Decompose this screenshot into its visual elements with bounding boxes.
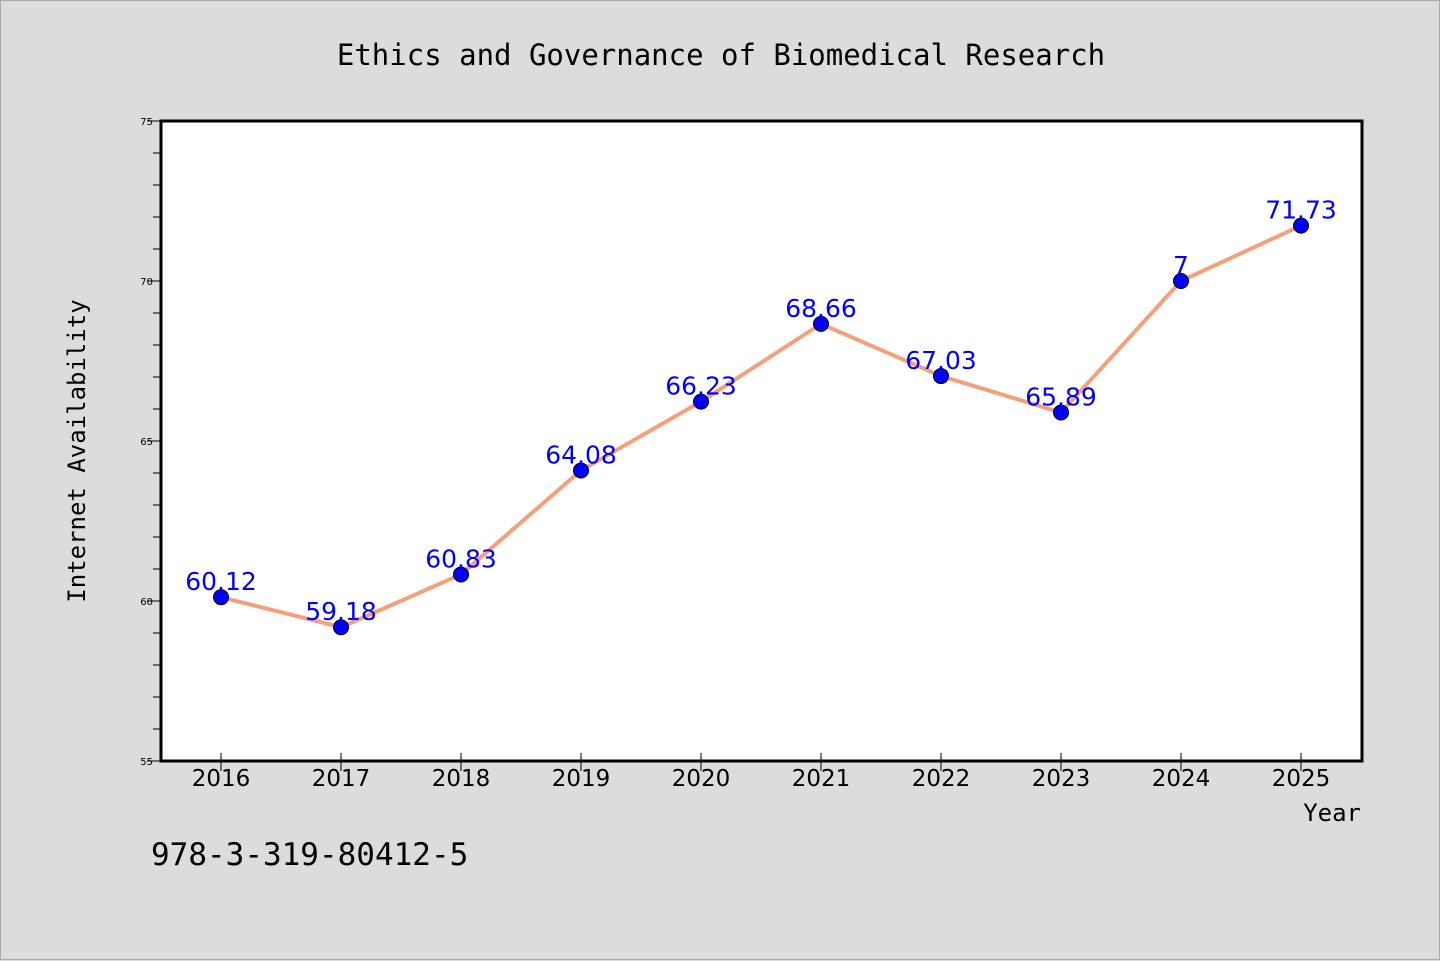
data-labels: 60.12 59.18 60.83 64.08 66.23 68.66 67.03 65.89…	[185, 196, 1337, 627]
x-tick-label: 2016	[192, 766, 251, 792]
data-label: 64.08	[545, 440, 617, 469]
plot-area	[159, 119, 1364, 763]
data-point	[1293, 217, 1309, 234]
y-tick-label: 70	[140, 277, 153, 288]
data-point	[333, 619, 349, 636]
y-tick-label: 60	[140, 597, 153, 608]
x-tick-label: 2025	[1272, 766, 1331, 792]
data-point	[453, 566, 469, 583]
series-markers	[213, 217, 1309, 636]
data-point	[213, 589, 229, 606]
y-tick-label: 55	[140, 757, 153, 768]
data-label: 60.83	[425, 544, 497, 573]
x-axis: 2016 2017 2018 2019 2020 2021 2022 2023 2024 2025	[192, 753, 1331, 792]
y-tick-label: 75	[140, 117, 153, 128]
y-axis: 55 60 65 70 75	[140, 117, 161, 768]
x-tick-label: 2019	[552, 766, 611, 792]
data-label: 66.23	[665, 372, 737, 401]
series-line	[220, 223, 1302, 630]
data-label: 65.89	[1025, 383, 1097, 412]
x-tick-label: 2021	[792, 766, 851, 792]
footer-code: 978-3-319-80412-5	[151, 837, 468, 873]
x-tick-label: 2017	[312, 766, 371, 792]
x-tick-label: 2023	[1032, 766, 1091, 792]
data-label: 7	[1173, 251, 1189, 280]
data-point	[693, 393, 709, 410]
data-label: 59.18	[305, 597, 377, 626]
data-point	[573, 462, 589, 479]
x-tick-label: 2020	[672, 766, 731, 792]
data-point	[813, 315, 829, 332]
x-tick-label: 2022	[912, 766, 971, 792]
data-label: 68.66	[785, 294, 857, 323]
chart-title: Ethics and Governance of Biomedical Rese…	[337, 38, 1105, 72]
x-tick-label: 2024	[1152, 766, 1211, 792]
y-axis-title: Internet Availability	[63, 299, 91, 602]
data-label: 60.12	[185, 567, 257, 596]
data-label: 67.03	[905, 346, 977, 375]
data-point	[933, 368, 949, 385]
x-axis-title: Year	[1303, 799, 1361, 827]
y-tick-label: 65	[140, 437, 153, 448]
x-tick-label: 2018	[432, 766, 491, 792]
data-label: 71.73	[1265, 196, 1337, 225]
data-point	[1053, 404, 1069, 421]
data-point	[1173, 273, 1189, 289]
